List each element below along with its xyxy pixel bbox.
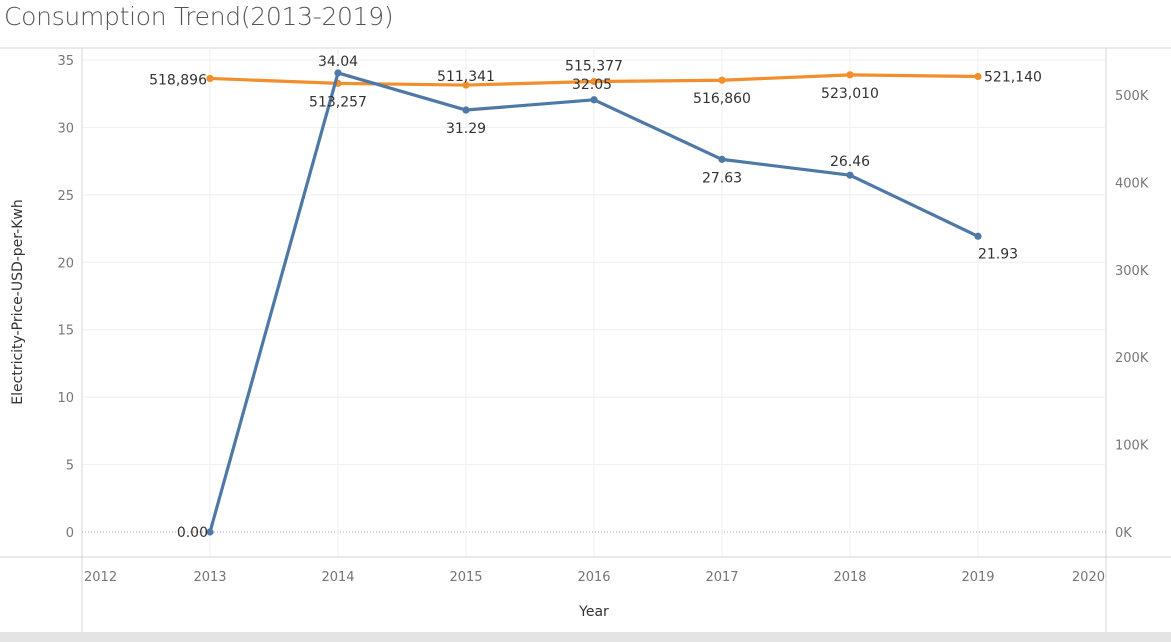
consumption-data-label: 523,010	[821, 86, 879, 102]
consumption-data-point	[718, 76, 726, 84]
y-right-tick-label: 300K	[1115, 264, 1149, 279]
y-right-tick-label: 500K	[1115, 89, 1149, 104]
consumption-data-label: 511,341	[437, 69, 495, 85]
y-left-tick-label: 15	[57, 324, 74, 339]
price-data-point	[846, 171, 854, 179]
y-right-tick-label: 400K	[1115, 176, 1149, 191]
price-data-label: 0.00	[177, 525, 208, 541]
consumption-data-point	[206, 74, 214, 83]
x-tick-label: 2012	[84, 570, 117, 585]
consumption-data-label: 521,140	[984, 69, 1042, 85]
y-left-tick-label: 25	[57, 189, 74, 204]
price-data-label: 34.04	[318, 54, 358, 70]
price-data-label: 31.29	[446, 121, 486, 137]
price-data-label: 27.63	[702, 170, 742, 186]
price-data-point	[462, 106, 470, 114]
y-left-tick-label: 0	[66, 526, 74, 541]
price-data-label: 21.93	[978, 246, 1018, 262]
price-data-point	[590, 96, 598, 104]
consumption-data-label: 518,896	[149, 72, 207, 88]
consumption-data-label: 515,377	[565, 59, 623, 75]
y-left-tick-label: 20	[57, 256, 74, 271]
x-tick-label: 2019	[961, 570, 994, 585]
consumption-data-point	[462, 81, 470, 89]
horizontal-scrollbar[interactable]	[0, 632, 1171, 642]
price-data-point	[206, 528, 214, 536]
chart-title: Consumption Trend(2013-2019)	[4, 2, 394, 31]
y-right-tick-label: 200K	[1115, 351, 1149, 366]
x-tick-label: 2016	[577, 570, 610, 585]
price-data-point	[974, 232, 982, 240]
consumption-data-point	[590, 77, 598, 86]
y-left-tick-label: 30	[57, 121, 74, 136]
x-tick-label: 2014	[321, 570, 354, 585]
x-tick-label: 2013	[193, 570, 226, 585]
x-tick-label: 2018	[833, 570, 866, 585]
consumption-data-point	[974, 72, 982, 81]
x-tick-label: 2020	[1072, 570, 1105, 585]
y-right-tick-label: 0K	[1115, 526, 1132, 541]
price-data-label: 32.05	[572, 77, 612, 93]
y-left-tick-label: 10	[57, 391, 74, 406]
y-right-tick-label: 100K	[1115, 439, 1149, 454]
x-tick-label: 2017	[705, 570, 738, 585]
y-left-tick-label: 35	[57, 54, 74, 69]
y-left-axis-title: Electricity-Price-USD-per-Kwh	[10, 199, 26, 404]
x-axis-title: Year	[578, 604, 609, 620]
consumption-data-point	[846, 71, 854, 79]
price-data-point	[718, 155, 726, 163]
x-tick-label: 2015	[449, 570, 482, 585]
price-data-label: 26.46	[830, 154, 870, 170]
y-left-tick-label: 5	[66, 459, 74, 474]
consumption-data-label: 516,860	[693, 91, 751, 107]
price-data-point	[334, 69, 342, 77]
consumption-data-label: 513,257	[309, 94, 367, 110]
